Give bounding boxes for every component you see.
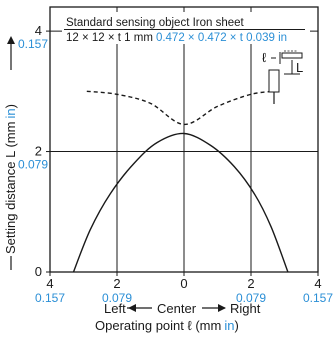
x-tick-label-in: 0.079 bbox=[102, 291, 132, 305]
y-label-mm: Setting distance L (mm bbox=[3, 122, 18, 254]
y-tick-label-in: 0.079 bbox=[18, 158, 48, 172]
legend-mm: 12 × 12 × t 1 mm bbox=[66, 32, 153, 44]
x-tick-label-mm: 4 bbox=[314, 276, 321, 291]
legend-line2: 12 × 12 × t 1 mm 0.472 × 0.472 × t 0.039 … bbox=[66, 32, 287, 44]
sensor-diagram: ℓ L bbox=[262, 50, 303, 104]
x-tick-label-mm: 0 bbox=[180, 276, 187, 291]
direction-center: Center bbox=[157, 301, 197, 316]
y-tick-label-mm: 4 bbox=[35, 23, 42, 38]
x-tick-label-in: 0.157 bbox=[303, 291, 333, 305]
direction-left: Left bbox=[104, 301, 126, 316]
sensor-body bbox=[268, 69, 280, 93]
diagram-l-label: ℓ bbox=[262, 50, 267, 65]
y-label-close: ) bbox=[3, 104, 18, 108]
x-tick-label-mm: 4 bbox=[46, 276, 53, 291]
x-tick-label-mm: 2 bbox=[113, 276, 120, 291]
legend-box: Standard sensing object Iron sheet 12 × … bbox=[62, 12, 310, 44]
x-tick-label-in: 0.157 bbox=[35, 291, 65, 305]
diagram-L-label: L bbox=[296, 60, 303, 75]
x-direction-row: Left Center Right bbox=[104, 301, 261, 316]
y-tick-label-mm: 2 bbox=[35, 144, 42, 159]
y-tick-label-mm: 0 bbox=[35, 264, 42, 279]
series-solid-curve bbox=[72, 132, 289, 273]
legend-in: 0.472 × 0.472 × t 0.039 in bbox=[156, 32, 287, 44]
x-axis-label: Operating point ℓ (mm in) bbox=[95, 318, 239, 333]
x-label-close: ) bbox=[234, 318, 238, 333]
y-axis-label: Setting distance L (mm in) bbox=[3, 36, 18, 270]
x-tick-label-mm: 2 bbox=[247, 276, 254, 291]
legend-line1: Standard sensing object Iron sheet bbox=[66, 17, 245, 29]
x-tick-label-in: 0.079 bbox=[236, 291, 266, 305]
y-tick-label-in: 0.157 bbox=[18, 37, 48, 51]
direction-right: Right bbox=[230, 301, 261, 316]
x-label-in: in bbox=[224, 318, 234, 333]
target-plate bbox=[281, 52, 303, 59]
grid-lines bbox=[50, 7, 318, 272]
y-label-in: in bbox=[3, 108, 18, 118]
svg-text:Setting distance L (mmin): Setting distance L (mm in) bbox=[3, 104, 18, 254]
x-label-mm: Operating point ℓ (mm bbox=[95, 318, 221, 333]
series-dashed-curve bbox=[86, 90, 275, 126]
series-layer bbox=[72, 90, 289, 273]
